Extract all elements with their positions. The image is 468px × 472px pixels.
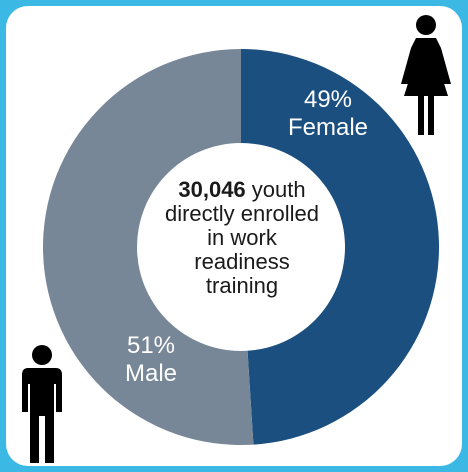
center-number: 30,046 (178, 177, 246, 202)
slice-label-female: 49% Female (268, 86, 388, 142)
center-description: youth directly enrolled in work readines… (164, 177, 320, 298)
female-name: Female (287, 114, 369, 141)
slice-label-male: 51% Male (96, 332, 206, 388)
center-label: 30,046 youth directly enrolled in work r… (162, 178, 322, 298)
infographic-card: 30,046 youth directly enrolled in work r… (6, 6, 462, 466)
donut-slice-male (43, 49, 254, 445)
male-percent: 51% (126, 332, 176, 359)
female-percent: 49% (303, 86, 353, 113)
female-person-icon (401, 15, 451, 135)
donut-chart (43, 49, 440, 445)
male-person-icon (22, 345, 62, 463)
donut-slice-female (241, 49, 440, 445)
male-name: Male (124, 360, 178, 387)
